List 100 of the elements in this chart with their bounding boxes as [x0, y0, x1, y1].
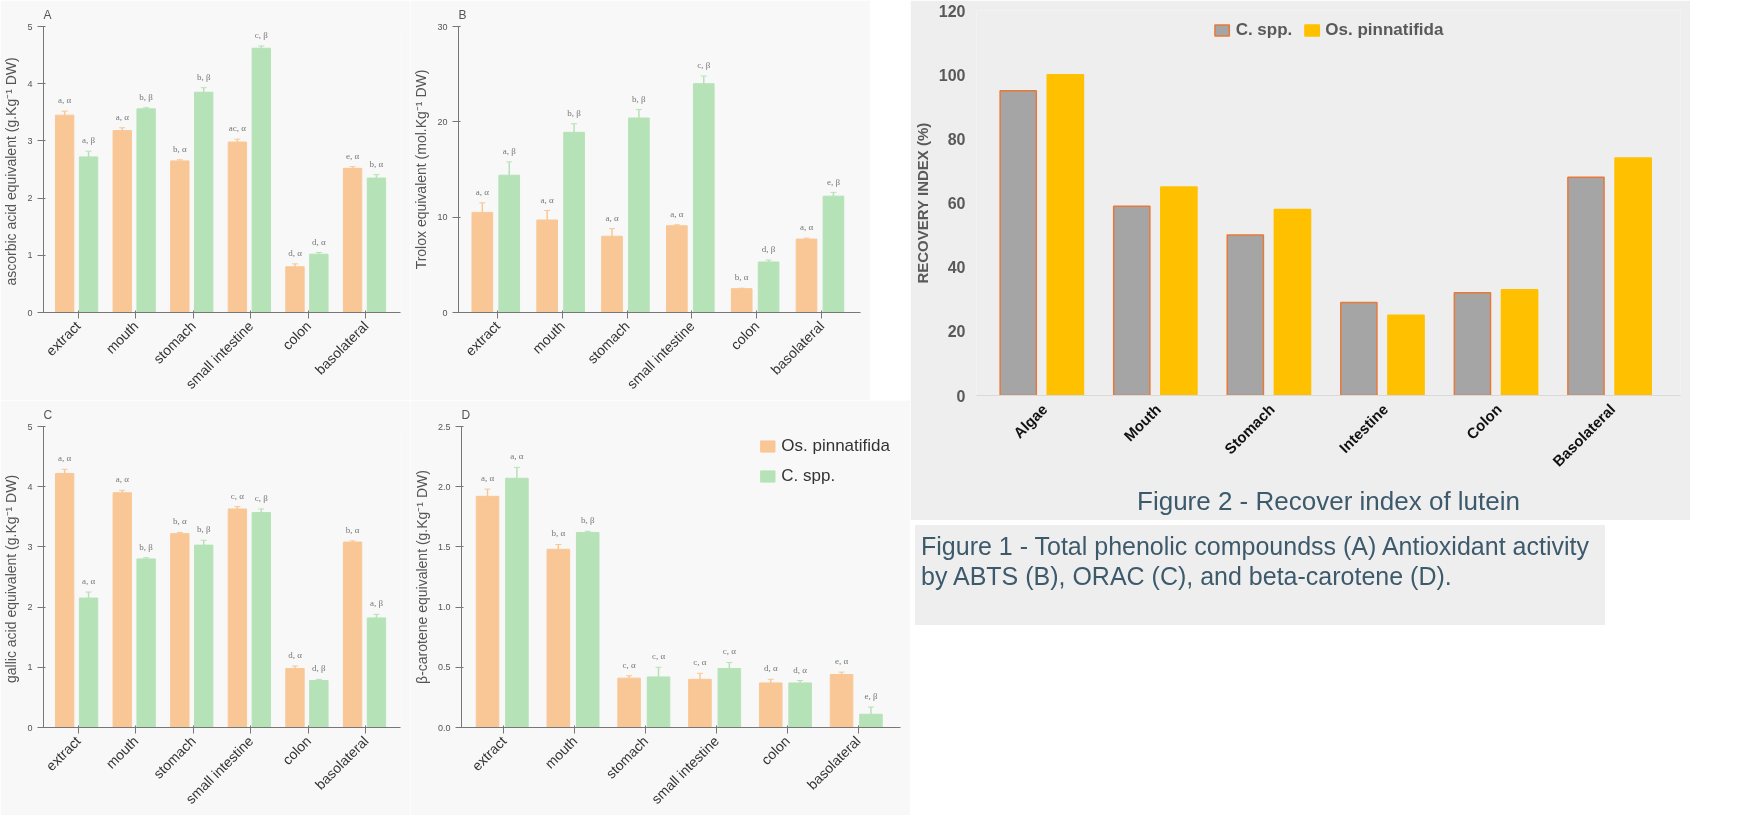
- y-tick-label: 1.0: [437, 602, 451, 613]
- bar: [1387, 314, 1425, 396]
- bar: [170, 160, 190, 313]
- bar: [757, 261, 780, 313]
- bar: [112, 130, 132, 313]
- bar: [666, 225, 688, 313]
- data-label: d, α: [763, 663, 778, 674]
- bar: [366, 617, 387, 728]
- bar: [1112, 205, 1151, 396]
- y-tick-label: 1: [27, 662, 33, 673]
- data-label: d, β: [761, 244, 776, 255]
- y-tick-label: 0: [442, 307, 448, 318]
- bar: [1567, 176, 1605, 396]
- y-tick-label: 30: [437, 21, 448, 32]
- data-label: a, α: [58, 95, 72, 106]
- data-label: b, α: [551, 528, 566, 539]
- bar: [1226, 234, 1265, 396]
- y-tick-label: 100: [938, 66, 966, 84]
- caption: Figure 2 - Recover index of lutein: [1137, 485, 1520, 516]
- data-label: b, α: [345, 524, 360, 535]
- y-tick-label: 3: [27, 541, 33, 552]
- data-label: e, α: [834, 656, 849, 667]
- data-label: c, α: [230, 490, 245, 501]
- data-label: e, β: [826, 176, 841, 187]
- bar: [1453, 292, 1492, 396]
- bar: [730, 288, 753, 313]
- data-label: c, β: [254, 30, 269, 41]
- bar: [342, 167, 363, 313]
- chart-title: D: [461, 407, 471, 422]
- bar: [54, 472, 75, 728]
- data-label: b, β: [139, 92, 154, 102]
- y-tick-label: 80: [947, 130, 966, 148]
- bar: [194, 91, 214, 313]
- bar: [309, 680, 329, 728]
- y-tick-label: 4: [27, 78, 33, 89]
- y-tick-label: 2: [27, 602, 33, 613]
- chart-title: C: [43, 407, 53, 422]
- data-label: a, β: [369, 598, 384, 609]
- chart-title: B: [458, 7, 467, 22]
- bar: [829, 674, 854, 728]
- chart-title: A: [43, 7, 52, 22]
- bar: [999, 89, 1038, 396]
- y-tick-label: 4: [27, 481, 33, 492]
- legend-label: C. spp.: [1235, 20, 1293, 40]
- y-tick-label: 0: [956, 387, 966, 405]
- bar: [251, 47, 271, 313]
- bar: [546, 548, 571, 728]
- data-label: a, α: [510, 451, 524, 462]
- data-label: c, α: [622, 659, 637, 670]
- y-axis-title: Trolox equivalent (mol.Kg⁻¹ DW): [413, 69, 430, 270]
- bar: [1614, 157, 1652, 396]
- y-tick-label: 20: [437, 116, 448, 127]
- data-label: a, α: [540, 194, 555, 205]
- data-label: e, β: [864, 691, 878, 702]
- data-label: a, α: [480, 473, 495, 484]
- bar: [575, 531, 600, 728]
- bar: [78, 156, 99, 313]
- data-label: a, α: [115, 112, 130, 123]
- bar: [1500, 288, 1539, 396]
- y-tick-label: 20: [947, 323, 966, 341]
- legend-label: Os. pinnatifida: [1325, 20, 1444, 40]
- data-label: d, α: [288, 248, 303, 259]
- bar: [788, 682, 812, 728]
- bar: [795, 238, 818, 313]
- data-label: b, α: [734, 272, 749, 283]
- y-tick-label: 2: [27, 193, 33, 204]
- bar: [136, 108, 156, 313]
- caption: Figure 1 - Total phenolic compoundss (A) Antioxidant activity by ABTS (B), ORAC (C), and beta-carotene (D).: [921, 531, 1590, 591]
- y-tick-label: 40: [947, 259, 966, 277]
- y-axis-title: β-carotene equivalent (g.Kg⁻¹ DW): [413, 470, 430, 684]
- y-tick-label: 5: [27, 21, 33, 32]
- y-tick-label: 0: [27, 722, 33, 733]
- y-tick-label: 1.5: [437, 541, 451, 552]
- data-label: b, β: [196, 524, 211, 535]
- data-label: ac, α: [228, 123, 247, 134]
- y-tick-label: 10: [437, 212, 448, 223]
- data-label: d, α: [312, 236, 327, 247]
- data-label: c, β: [254, 492, 269, 503]
- bar: [617, 677, 641, 728]
- bar: [251, 512, 271, 728]
- data-label: b, α: [172, 144, 187, 155]
- data-label: d, α: [793, 664, 808, 675]
- bar: [112, 492, 132, 728]
- y-tick-label: 60: [947, 195, 966, 212]
- bar: [194, 544, 214, 728]
- bar: [136, 558, 156, 728]
- bar: [78, 597, 99, 728]
- data-label: e, α: [345, 150, 360, 161]
- data-label: b, β: [196, 71, 211, 82]
- bar: [822, 195, 845, 313]
- data-label: b, β: [632, 93, 647, 104]
- y-tick-label: 2.5: [437, 421, 451, 432]
- legend-label: Os. pinnatifida: [781, 436, 890, 456]
- legend-label: C. spp.: [781, 466, 836, 486]
- bar: [366, 177, 387, 313]
- data-label: c, α: [693, 657, 707, 668]
- bar: [688, 678, 712, 728]
- y-axis-title: RECOVERY INDEX (%): [913, 122, 931, 284]
- bar: [285, 266, 305, 313]
- data-label: b, α: [369, 158, 384, 169]
